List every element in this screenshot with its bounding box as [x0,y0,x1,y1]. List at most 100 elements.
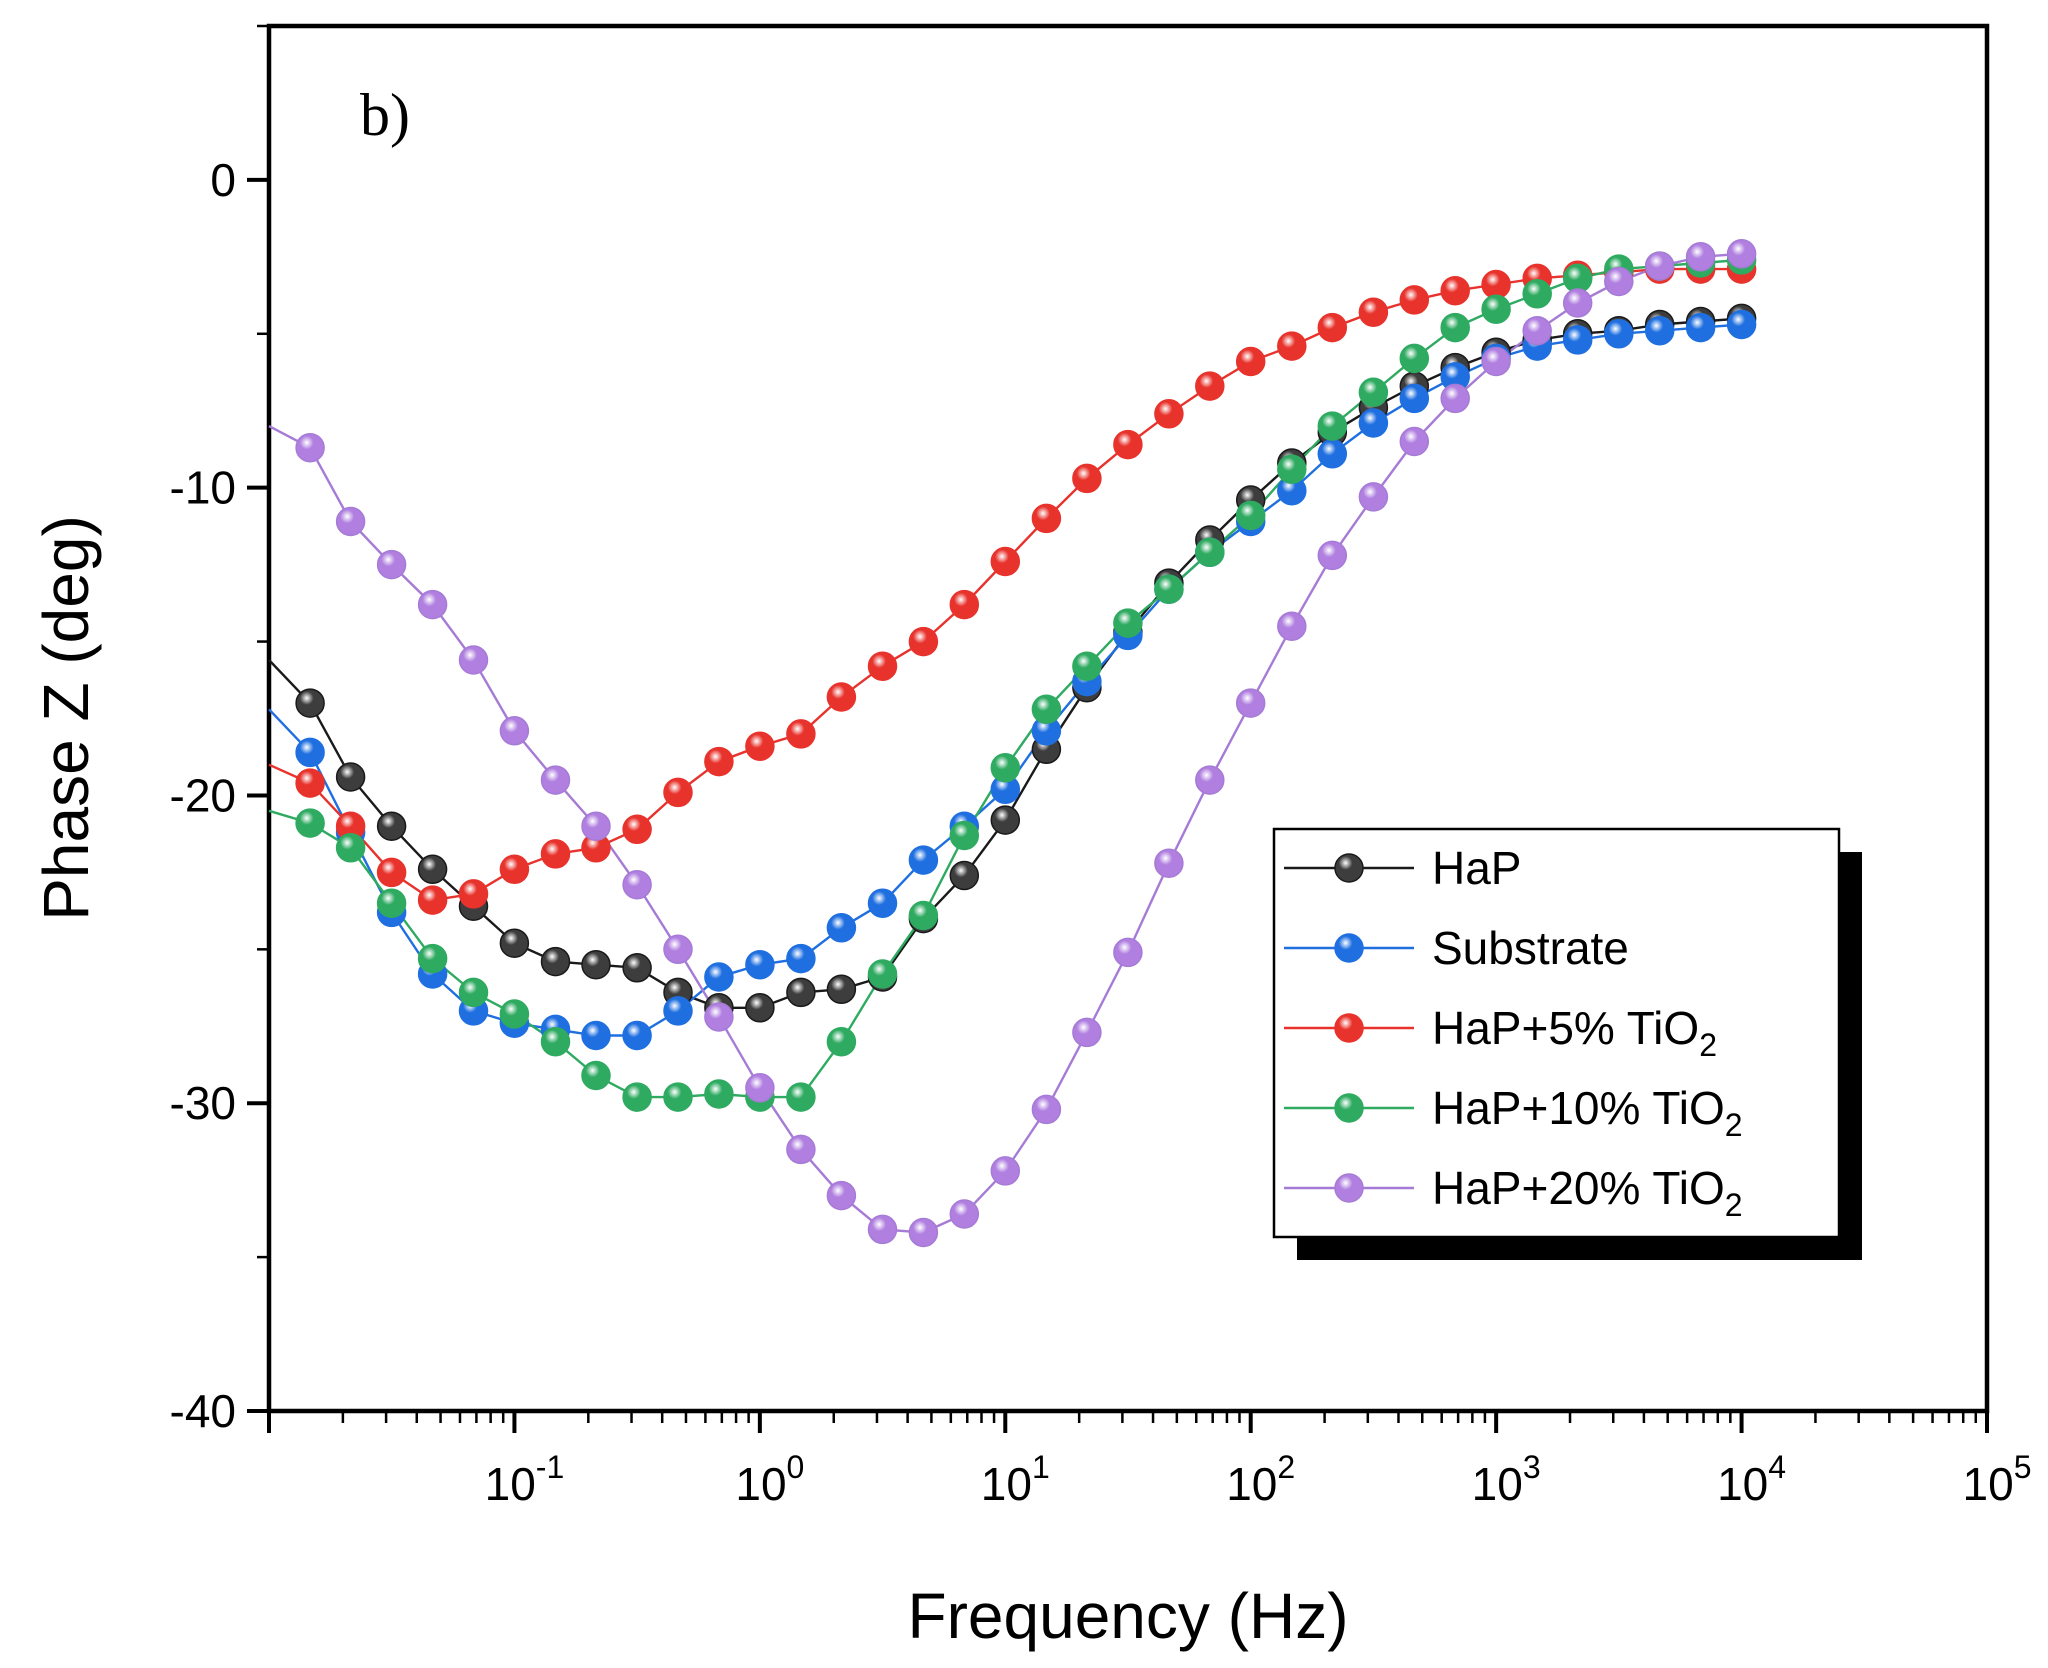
data-point [826,974,857,1005]
legend-label: HaP [1432,842,1521,894]
data-point [1726,309,1757,340]
legend-label: Substrate [1432,922,1629,974]
data-point [1031,1094,1062,1125]
data-point [499,999,530,1029]
data-point [1481,269,1511,300]
data-point [499,716,530,746]
data-point [704,1079,734,1109]
data-point [826,682,857,712]
data-point [826,1026,857,1057]
data-point [540,839,571,869]
data-point [1113,937,1143,968]
data-point [1440,312,1470,343]
data-point [581,1020,611,1051]
data-point [867,1214,898,1245]
data-point [1399,426,1430,457]
data-point [581,1060,611,1091]
data-point [1481,346,1511,377]
data-point [376,549,407,580]
data-point [1358,297,1389,327]
data-point [335,833,366,863]
data-point [990,546,1021,577]
data-point [1399,285,1430,315]
data-point [1154,848,1184,878]
data-point [1277,331,1307,361]
data-point [704,962,734,992]
data-point [1031,503,1062,534]
data-point [295,688,325,718]
data-point [540,765,571,795]
data-point [417,885,448,915]
data-point [499,854,530,885]
data-point [295,808,325,838]
data-point [704,1002,734,1032]
data-point [1562,263,1593,294]
data-point [417,589,448,620]
data-point [295,432,325,463]
data-point [908,1217,939,1248]
data-point [745,949,775,980]
legend-marker [1334,1013,1364,1043]
data-point [458,645,489,675]
data-point [1235,688,1266,718]
data-point [1154,399,1184,429]
data-point [1235,500,1266,531]
data-point [1195,371,1225,401]
panel-label: b) [360,82,410,148]
data-point [417,854,448,885]
data-point [663,777,693,808]
data-point [1440,383,1470,414]
data-point [745,993,775,1023]
data-point [1113,429,1143,460]
data-point [622,1082,652,1112]
data-point [1604,319,1634,349]
data-point [1358,377,1389,408]
data-point [622,869,652,900]
plot-frame [266,23,1990,1414]
data-point [990,805,1021,835]
y-tick-label: -30 [170,1077,236,1129]
y-axis-ticks: 0 -10 -20 -30 -40 [170,24,269,1437]
data-point [1277,454,1307,484]
legend-marker [1334,1093,1364,1123]
data-point [1644,315,1675,346]
data-point [786,1134,816,1165]
data-point [786,943,816,974]
x-tick-label: 101 [981,1449,1050,1510]
data-point [908,626,939,657]
data-point [1072,651,1102,681]
data-point [1072,1017,1102,1048]
y-tick-label: -10 [170,462,236,514]
data-point [499,928,530,958]
data-point [540,1026,571,1057]
data-point [990,752,1021,783]
data-point [458,977,489,1008]
data-point [1522,315,1552,346]
y-axis-title: Phase Z (deg) [30,515,102,921]
data-point [745,731,775,761]
data-point [581,949,611,980]
data-point [622,814,652,845]
x-axis-title: Frequency (Hz) [908,1580,1349,1652]
data-point [1399,343,1430,374]
data-point [1644,251,1675,281]
data-point [295,737,325,768]
x-tick-label: 100 [735,1449,804,1510]
data-point [335,762,366,792]
data-point [1726,239,1757,269]
data-point [704,746,734,777]
data-point [908,845,939,875]
y-tick-label: 0 [210,154,236,206]
data-point [867,959,898,989]
data-point [1562,288,1593,318]
data-point [786,977,816,1008]
data-point [1685,312,1716,343]
data-point [335,506,366,537]
data-point [1317,312,1348,343]
data-point [949,1199,980,1229]
data-point [1195,765,1225,795]
legend-label: HaP+5% TiO2 [1432,1002,1717,1063]
data-point [1277,611,1307,641]
legend-marker [1334,933,1364,963]
data-point [1481,294,1511,324]
